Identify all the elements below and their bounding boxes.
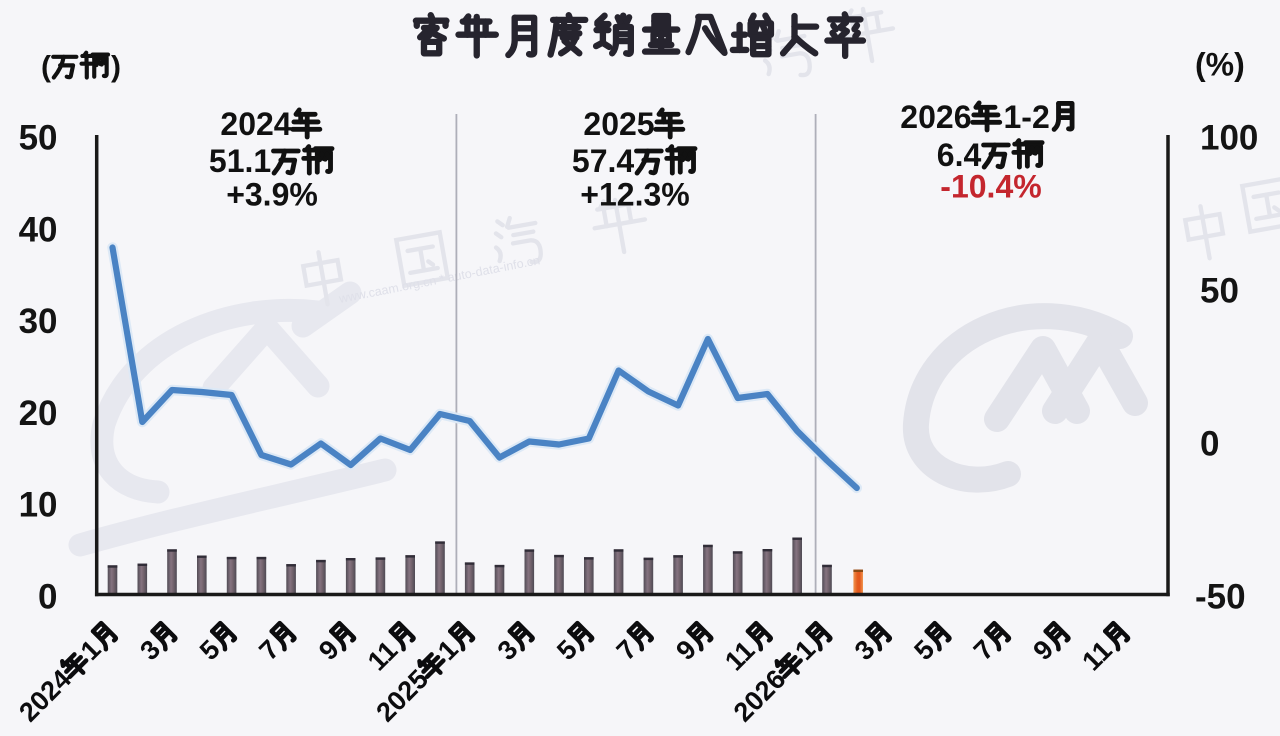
svg-text:+3.9%: +3.9% [226,177,318,213]
svg-text:): ) [111,51,121,84]
svg-text:50: 50 [19,119,58,158]
svg-text:20: 20 [19,394,58,433]
svg-text:50: 50 [1200,272,1239,311]
svg-text:0: 0 [1200,425,1219,464]
svg-text:-10.4%: -10.4% [940,169,1041,205]
svg-text:+12.3%: +12.3% [580,177,689,213]
svg-text:40: 40 [19,210,58,249]
svg-text:2024: 2024 [220,106,291,142]
svg-text:57.4: 57.4 [572,143,634,179]
svg-text:(: ( [41,51,51,84]
svg-text:0: 0 [38,578,57,617]
svg-text:51.1: 51.1 [209,143,271,179]
svg-text:30: 30 [19,302,58,341]
svg-text:2026: 2026 [900,99,971,135]
svg-text:-50: -50 [1195,578,1246,617]
svg-text:(%): (%) [1195,47,1245,83]
svg-text:1-2: 1-2 [1004,99,1050,135]
svg-text:6.4: 6.4 [937,137,982,173]
svg-text:2025: 2025 [583,106,654,142]
svg-text:10: 10 [19,486,58,525]
svg-text:100: 100 [1200,119,1258,158]
